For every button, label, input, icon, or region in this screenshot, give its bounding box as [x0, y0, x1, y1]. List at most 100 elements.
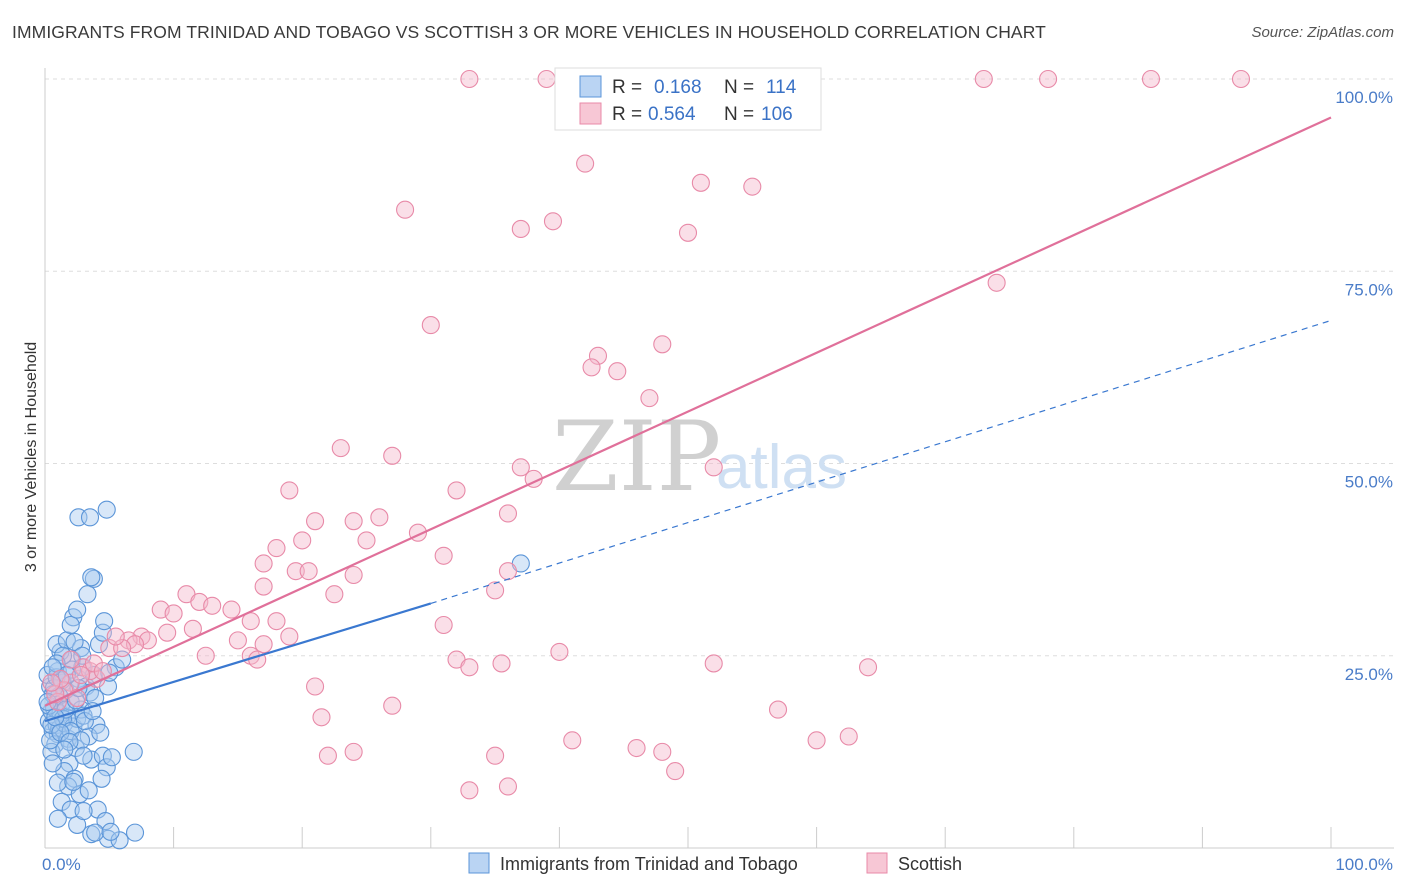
point-scottish [1141, 69, 1161, 89]
point-trinidad [61, 615, 80, 635]
point-scottish [254, 554, 273, 573]
point-scottish [704, 654, 723, 673]
legend-n-value-pink: 106 [761, 104, 793, 125]
point-scottish [344, 565, 363, 585]
point-scottish [61, 650, 80, 669]
point-scottish [858, 658, 878, 677]
point-scottish [576, 154, 595, 173]
point-trinidad [93, 746, 112, 765]
point-scottish [768, 700, 788, 719]
point-trinidad [75, 712, 94, 731]
point-scottish [71, 665, 91, 685]
point-scottish [678, 223, 698, 242]
point-scottish [318, 746, 337, 765]
point-scottish [306, 512, 325, 531]
point-scottish [666, 762, 685, 781]
point-scottish [974, 69, 993, 89]
point-scottish [421, 316, 440, 335]
y-tick-label: 25.0% [1345, 665, 1393, 684]
point-scottish [370, 508, 389, 527]
point-scottish [460, 781, 479, 800]
source-label[interactable]: Source: ZipAtlas.com [1251, 24, 1394, 41]
point-scottish [113, 639, 132, 658]
point-trinidad [124, 742, 143, 761]
point-trinidad [48, 809, 67, 828]
point-scottish [158, 623, 177, 642]
watermark-atlas: atlas [716, 433, 847, 502]
point-trinidad [47, 635, 66, 654]
point-scottish [222, 600, 241, 619]
point-scottish [807, 731, 826, 750]
point-scottish [106, 627, 125, 646]
point-trinidad [48, 773, 67, 792]
point-scottish [344, 742, 363, 761]
y-tick-label: 50.0% [1345, 473, 1393, 492]
point-scottish [306, 677, 325, 696]
bottom-legend-swatch-blue [468, 852, 490, 874]
legend-swatch-pink [579, 102, 602, 125]
point-scottish [627, 738, 646, 758]
point-scottish [537, 69, 556, 89]
legend-r-label-blue: R = [612, 77, 642, 98]
trend-line-trinidad-extension [430, 319, 1332, 605]
point-trinidad [80, 508, 100, 527]
point-scottish [280, 627, 299, 646]
point-trinidad [125, 823, 145, 842]
point-scottish [434, 615, 453, 635]
point-scottish [640, 389, 659, 408]
point-scottish [312, 708, 331, 727]
point-scottish [653, 335, 672, 354]
point-trinidad [97, 500, 116, 519]
point-trinidad [86, 823, 105, 842]
point-trinidad [41, 731, 60, 750]
y-tick-label: 100.0% [1335, 88, 1393, 107]
legend-r-value-pink: 0.564 [648, 104, 696, 125]
point-scottish [331, 439, 350, 458]
point-scottish [61, 673, 80, 692]
point-scottish [1231, 69, 1251, 89]
legend-r-value-blue: 0.168 [654, 77, 702, 98]
point-trinidad [97, 758, 116, 777]
point-trinidad [78, 585, 97, 604]
point-scottish [203, 596, 222, 615]
trend-line-trinidad [44, 602, 432, 723]
x-axis-ticks [44, 827, 1332, 848]
point-trinidad [96, 812, 115, 831]
point-scottish [588, 346, 608, 365]
point-scottish [383, 696, 402, 715]
point-scottish [254, 577, 273, 596]
point-scottish [286, 562, 305, 581]
point-trinidad [43, 754, 62, 773]
point-scottish [704, 458, 723, 477]
point-scottish [42, 673, 61, 692]
point-scottish [293, 531, 312, 550]
legend-n-value-blue: 114 [766, 77, 797, 98]
point-scottish [254, 635, 273, 654]
point-scottish [608, 362, 627, 381]
point-trinidad [95, 612, 114, 631]
y-tick-label: 75.0% [1345, 280, 1393, 299]
point-scottish [653, 742, 672, 761]
x-tick-label-max: 100.0% [1335, 855, 1393, 874]
point-trinidad [38, 692, 57, 711]
trend-line-scottish [44, 116, 1332, 707]
point-scottish [486, 746, 505, 765]
point-trinidad [92, 769, 111, 788]
point-trinidad [82, 568, 101, 587]
point-trinidad [89, 635, 109, 654]
point-scottish [511, 458, 530, 477]
point-scottish [563, 731, 582, 750]
point-trinidad [55, 740, 74, 759]
point-trinidad [74, 746, 93, 765]
point-scottish [267, 612, 286, 631]
point-trinidad [74, 802, 93, 821]
point-scottish [839, 727, 858, 746]
bottom-legend-label-pink[interactable]: Scottish [898, 854, 962, 874]
point-trinidad [57, 631, 76, 650]
point-scottish [511, 219, 530, 239]
trend-lines [44, 116, 1332, 723]
legend-n-label-blue: N = [724, 77, 754, 98]
point-scottish [299, 562, 318, 581]
bottom-legend-label-blue[interactable]: Immigrants from Trinidad and Tobago [500, 854, 798, 874]
point-trinidad [79, 781, 98, 800]
